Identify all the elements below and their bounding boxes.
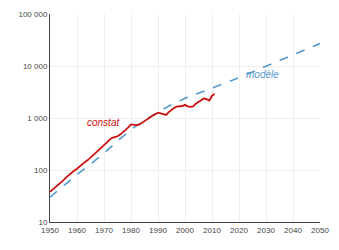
- svg-text:2040: 2040: [284, 226, 302, 235]
- svg-text:2020: 2020: [230, 226, 248, 235]
- svg-text:1970: 1970: [95, 226, 113, 235]
- svg-text:100 000: 100 000: [18, 10, 47, 19]
- svg-text:2000: 2000: [176, 226, 194, 235]
- svg-text:1960: 1960: [68, 226, 86, 235]
- svg-text:10 000: 10 000: [23, 62, 48, 71]
- svg-text:modèle: modèle: [246, 69, 279, 80]
- svg-text:1950: 1950: [41, 226, 59, 235]
- svg-text:100: 100: [34, 166, 48, 175]
- svg-text:1 000: 1 000: [27, 114, 48, 123]
- svg-text:2010: 2010: [203, 226, 221, 235]
- svg-text:2030: 2030: [257, 226, 275, 235]
- svg-text:2050: 2050: [311, 226, 329, 235]
- svg-text:1980: 1980: [122, 226, 140, 235]
- svg-text:constat: constat: [87, 117, 120, 128]
- svg-text:1990: 1990: [149, 226, 167, 235]
- svg-text:10: 10: [38, 218, 47, 227]
